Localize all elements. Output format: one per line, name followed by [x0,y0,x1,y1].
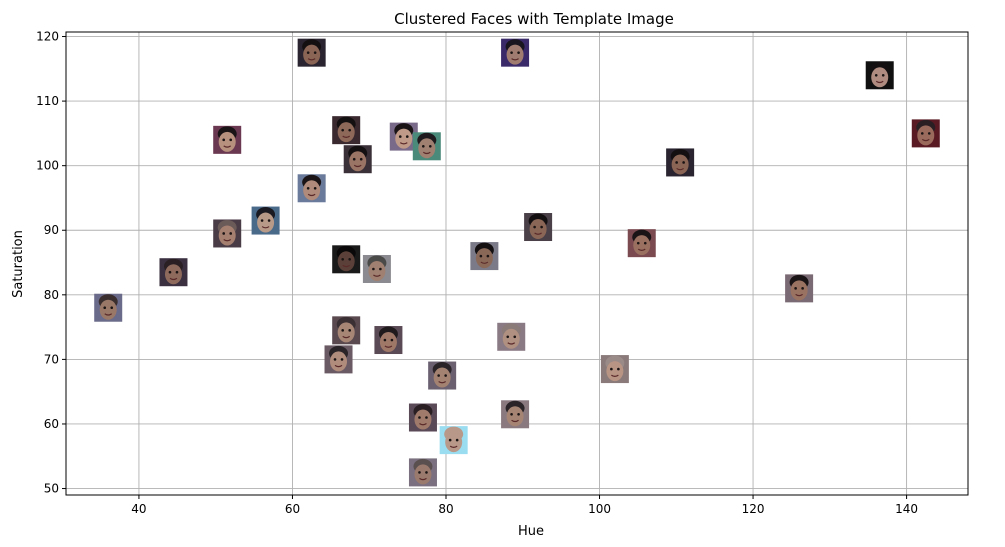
face-thumbnail-icon [94,293,123,322]
face-thumbnail-icon [524,213,553,242]
y-tick-label: 100 [36,159,59,173]
data-points [94,38,940,487]
y-tick-label: 60 [44,417,59,431]
face-thumbnail-icon [297,38,326,67]
x-tick-label: 80 [438,502,453,516]
face-thumbnail-icon [332,316,361,345]
y-tick-label: 120 [36,30,59,44]
x-axis-ticks: 40 60 80 100 120 140 [131,495,918,516]
face-thumbnail-icon [501,38,530,67]
y-axis-label: Saturation [11,230,26,298]
face-thumbnail-icon [666,148,695,177]
x-tick-label: 140 [895,502,918,516]
x-tick-label: 100 [588,502,611,516]
face-thumbnail-icon [497,322,526,351]
face-thumbnail-icon [600,355,629,384]
chart-title: Clustered Faces with Template Image [394,10,674,28]
face-thumbnail-icon [408,403,437,432]
x-tick-label: 60 [285,502,300,516]
face-thumbnail-icon [439,426,468,455]
face-thumbnail-icon [213,219,242,248]
face-thumbnail-icon [412,132,441,161]
face-thumbnail-icon [501,400,530,429]
y-axis-ticks: 50 60 70 80 90 100 110 120 [36,30,66,496]
face-thumbnail-icon [297,174,326,203]
face-thumbnail-icon [408,458,437,487]
x-tick-label: 120 [742,502,765,516]
face-thumbnail-icon [865,61,894,90]
face-thumbnail-icon [470,242,499,271]
y-tick-label: 70 [44,352,59,366]
face-thumbnail-icon [343,145,372,174]
y-tick-label: 80 [44,288,59,302]
face-thumbnail-icon [785,274,814,303]
face-thumbnail-icon [332,245,361,274]
face-thumbnail-icon [324,345,353,374]
face-thumbnail-icon [911,119,940,148]
face-thumbnail-icon [213,125,242,154]
face-thumbnail-icon [627,229,656,258]
face-thumbnail-icon [362,254,391,283]
face-thumbnail-icon [251,206,280,235]
x-tick-label: 40 [131,502,146,516]
plot-frame [65,31,969,496]
y-tick-label: 50 [44,482,59,496]
face-thumbnail-icon [332,116,361,145]
y-tick-label: 110 [36,94,59,108]
x-axis-label: Hue [518,524,544,539]
face-thumbnail-icon [159,258,188,287]
y-tick-label: 90 [44,223,59,237]
face-thumbnail-icon [374,326,403,355]
face-thumbnail-icon [428,361,457,390]
